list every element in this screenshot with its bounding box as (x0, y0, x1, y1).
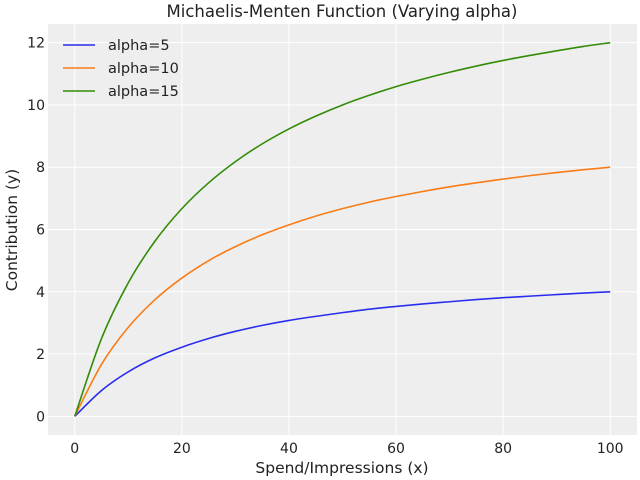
legend-label: alpha=10 (108, 61, 179, 77)
y-tick-label: 4 (36, 285, 45, 301)
legend: alpha=5 alpha=10 alpha=15 (63, 38, 179, 100)
y-tick-label: 2 (36, 347, 45, 363)
chart-title: Michaelis-Menten Function (Varying alpha… (167, 2, 518, 21)
series-line-alpha=10 (74, 166, 611, 417)
x-tick-label: 100 (597, 441, 624, 457)
legend-label: alpha=5 (108, 38, 170, 54)
y-tick-label: 6 (36, 223, 45, 239)
x-axis-label: Spend/Impressions (x) (255, 459, 428, 477)
legend-label: alpha=15 (108, 84, 179, 100)
x-tick-label: 40 (280, 441, 298, 457)
x-tick-label: 80 (494, 441, 512, 457)
series-lines (74, 41, 611, 417)
y-tick-label: 10 (27, 98, 45, 114)
y-axis-label: Contribution (y) (3, 169, 21, 291)
x-tick-label: 60 (387, 441, 405, 457)
tick-labels: 0 20 40 60 80 100 0 2 4 6 8 10 12 (27, 36, 623, 457)
y-tick-label: 8 (36, 160, 45, 176)
x-tick-label: 0 (70, 441, 79, 457)
series-line-alpha=5 (74, 290, 611, 417)
series-line-alpha=15 (74, 41, 611, 417)
y-tick-label: 12 (27, 36, 45, 52)
x-tick-label: 20 (173, 441, 191, 457)
grid (48, 24, 637, 435)
y-tick-label: 0 (36, 409, 45, 425)
